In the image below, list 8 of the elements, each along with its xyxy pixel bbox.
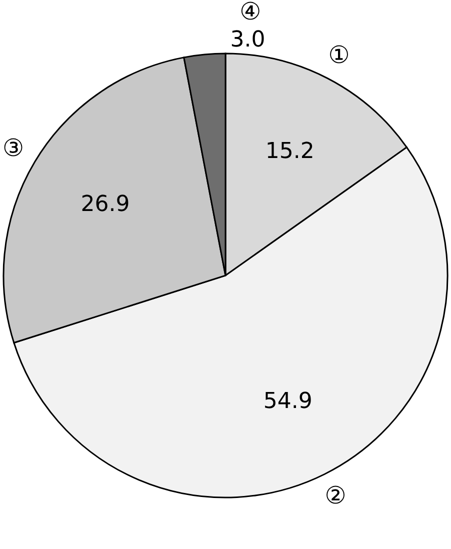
slice-label: ① xyxy=(328,41,350,70)
slice-label: ② xyxy=(324,482,346,510)
slice-label: ③ xyxy=(2,134,24,162)
slice-label: ④ xyxy=(240,0,262,26)
data-label: 26.9 xyxy=(80,192,130,217)
data-label: 54.9 xyxy=(263,388,312,414)
data-label: 3.0 xyxy=(230,28,266,53)
data-label: 15.2 xyxy=(265,139,314,164)
